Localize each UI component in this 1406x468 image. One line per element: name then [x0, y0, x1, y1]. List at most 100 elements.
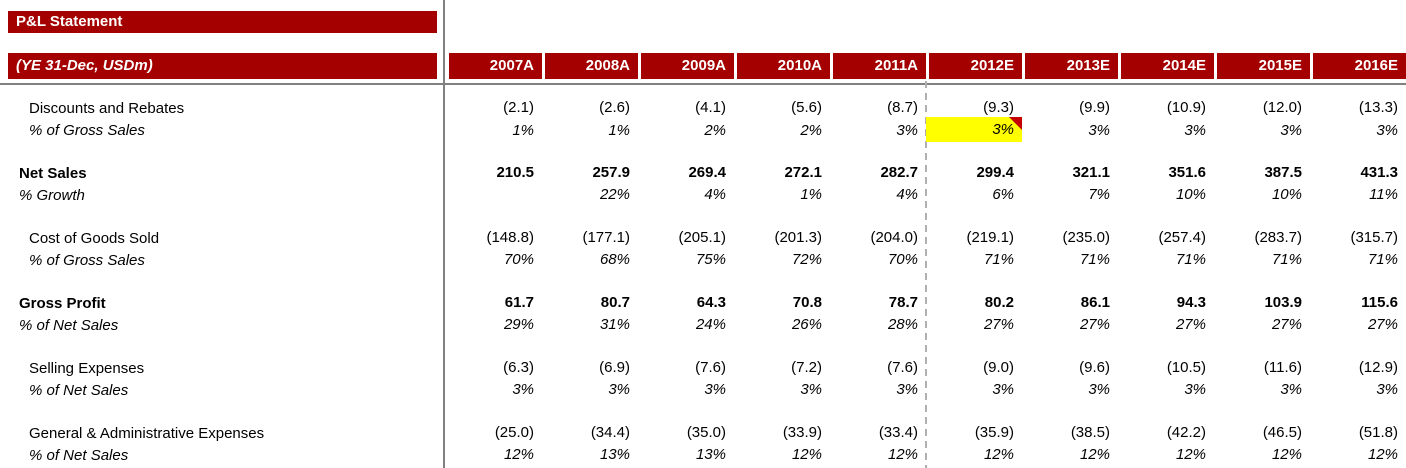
table-row: General & Administrative Expenses (25.0) (… — [0, 422, 1406, 444]
value-cell: 3% — [896, 381, 918, 398]
row-label: Net Sales — [19, 164, 87, 182]
value-cell: (7.2) — [791, 359, 822, 376]
value-cell: 71% — [1271, 251, 1302, 268]
value-cell: 29% — [503, 316, 534, 333]
value-cell: (33.4) — [878, 424, 918, 441]
value-cell: 3% — [1184, 121, 1206, 139]
value-cell: 103.9 — [1264, 294, 1302, 311]
value-cell: (9.6) — [1079, 359, 1110, 376]
value-cell: (9.3) — [983, 99, 1014, 116]
value-cell: 115.6 — [1361, 294, 1398, 311]
value-cell: (10.5) — [1166, 359, 1206, 376]
row-label: % of Net Sales — [29, 446, 129, 464]
highlighted-cell[interactable]: 3% — [926, 117, 1022, 142]
column-header-2013e: 2013E — [1022, 53, 1118, 79]
column-header-2014e: 2014E — [1118, 53, 1214, 79]
value-cell: (2.6) — [599, 99, 630, 116]
value-cell: 3% — [896, 121, 918, 139]
value-cell: (33.9) — [782, 424, 822, 441]
row-label: % Growth — [19, 186, 85, 204]
value-cell: (51.8) — [1358, 424, 1398, 441]
value-cell: 1% — [800, 186, 822, 203]
units-label: (YE 31-Dec, USDm) — [8, 53, 437, 79]
value-cell: (201.3) — [774, 229, 822, 246]
value-cell: 3% — [800, 381, 822, 398]
value-cell: (205.1) — [678, 229, 726, 246]
value-cell: 64.3 — [696, 294, 726, 311]
table-header-row: (YE 31-Dec, USDm) 2007A 2008A 2009A 2010A 20… — [0, 53, 1406, 79]
header-underline — [0, 83, 1406, 85]
value-cell: 10% — [1175, 186, 1206, 203]
value-cell: 70% — [503, 251, 534, 268]
value-cell: 13% — [695, 446, 726, 463]
value-cell: (46.5) — [1262, 424, 1302, 441]
table-row: Cost of Goods Sold (148.8) (177.1) (205.1) (… — [0, 227, 1406, 249]
value-cell: 1% — [512, 121, 534, 139]
value-cell: 12% — [983, 446, 1014, 463]
value-cell: 12% — [1367, 446, 1398, 463]
value-cell: 27% — [983, 316, 1014, 333]
value-cell: 4% — [896, 186, 918, 203]
table-row: Gross Profit 61.7 80.7 64.3 70.8 78.7 80.2 86.1… — [0, 292, 1406, 314]
value-cell: 70% — [887, 251, 918, 268]
value-cell: 78.7 — [888, 294, 918, 311]
value-cell: 27% — [1271, 316, 1302, 333]
column-header-2008a: 2008A — [542, 53, 638, 79]
table-row: % of Net Sales 12% 13% 13% 12% 12% 12% 12% 12% 12… — [0, 444, 1406, 466]
column-header-2007a: 2007A — [446, 53, 542, 79]
column-header-2012e: 2012E — [926, 53, 1022, 79]
table-row: % of Gross Sales 1% 1% 2% 2% 3% 3% 3% 3% 3% 3% — [0, 117, 1406, 142]
table-row: % of Net Sales 3% 3% 3% 3% 3% 3% 3% 3% 3% 3% — [0, 379, 1406, 401]
value-cell: 71% — [983, 251, 1014, 268]
value-cell: (5.6) — [791, 99, 822, 116]
value-cell: 387.5 — [1264, 164, 1302, 181]
row-label: % of Gross Sales — [29, 122, 145, 139]
value-cell: 31% — [599, 316, 630, 333]
value-cell: 3% — [704, 381, 726, 398]
column-header-2011a: 2011A — [830, 53, 926, 79]
value-cell: (38.5) — [1070, 424, 1110, 441]
value-cell: 12% — [791, 446, 822, 463]
value-cell: (6.9) — [599, 359, 630, 376]
value-cell: 299.4 — [976, 164, 1014, 181]
value-cell: (148.8) — [486, 229, 534, 246]
row-label: Gross Profit — [19, 294, 106, 312]
value-cell: 351.6 — [1168, 164, 1206, 181]
value-cell: 3% — [1088, 121, 1110, 139]
value-cell: 22% — [599, 186, 630, 203]
value-cell: (4.1) — [695, 99, 726, 116]
value-cell: 71% — [1367, 251, 1398, 268]
value-cell: 6% — [992, 186, 1014, 203]
value-cell: (10.9) — [1166, 99, 1206, 116]
value-cell: 269.4 — [688, 164, 726, 181]
value-cell: 24% — [695, 316, 726, 333]
value-cell: (7.6) — [887, 359, 918, 376]
table-body: Discounts and Rebates (2.1) (2.6) (4.1) (5.6… — [0, 97, 1406, 466]
value-cell: (204.0) — [870, 229, 918, 246]
value-cell: (315.7) — [1350, 229, 1398, 246]
value-cell: (2.1) — [503, 99, 534, 116]
row-label: General & Administrative Expenses — [29, 424, 265, 442]
value-cell: (11.6) — [1263, 359, 1302, 376]
value-cell: 61.7 — [504, 294, 534, 311]
value-cell: 12% — [1175, 446, 1206, 463]
value-cell: 3% — [1376, 381, 1398, 398]
value-cell: 71% — [1175, 251, 1206, 268]
value-cell: 321.1 — [1072, 164, 1110, 181]
page-title: P&L Statement — [8, 11, 437, 33]
table-row: Selling Expenses (6.3) (6.9) (7.6) (7.2) (7.6… — [0, 357, 1406, 379]
value-cell: 282.7 — [880, 164, 918, 181]
value-cell: 27% — [1175, 316, 1206, 333]
value-cell: 72% — [791, 251, 822, 268]
value-cell: 3% — [1280, 121, 1302, 139]
value-cell: 12% — [1079, 446, 1110, 463]
row-label: % of Net Sales — [29, 381, 129, 399]
value-cell: 28% — [887, 316, 918, 333]
value-cell: 68% — [599, 251, 630, 268]
value-cell: (7.6) — [695, 359, 726, 376]
column-header-2009a: 2009A — [638, 53, 734, 79]
value-cell: 71% — [1079, 251, 1110, 268]
value-cell: 3% — [512, 381, 534, 398]
value-cell: 80.7 — [600, 294, 630, 311]
value-cell: (13.3) — [1358, 99, 1398, 116]
